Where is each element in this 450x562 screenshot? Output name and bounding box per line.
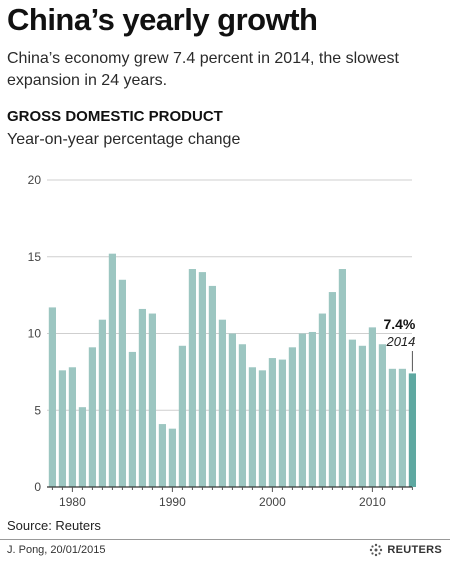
bar-1984: [108, 253, 116, 487]
bar-1995: [218, 319, 226, 487]
bar-1986: [128, 351, 136, 487]
bar-1992: [188, 269, 196, 487]
y-tick-label-0: 0: [34, 480, 41, 494]
reuters-logo-icon: [370, 543, 383, 557]
bar-2001: [278, 359, 286, 487]
bar-2006: [328, 292, 336, 487]
bar-2009: [358, 345, 366, 487]
bar-2010: [368, 327, 376, 487]
x-axis: 1980 1990 2000 2010: [47, 486, 413, 509]
bar-1994: [208, 285, 216, 487]
annotation-value: 7.4%: [383, 316, 415, 332]
bar-1999: [258, 370, 266, 487]
bar-1988: [148, 313, 156, 487]
bar-2002: [288, 347, 296, 487]
x-tick-label-2000: 2000: [259, 495, 286, 509]
y-axis-tick-labels: 0 5 10 15 20: [28, 173, 42, 494]
footer-divider: [0, 539, 450, 540]
bar-1983: [98, 319, 106, 487]
bar-2011: [378, 344, 386, 487]
bar-2005: [318, 313, 326, 487]
y-tick-label-15: 15: [28, 250, 42, 264]
bar-1993: [198, 272, 206, 487]
chart-section-subtitle: Year-on-year percentage change: [7, 131, 241, 148]
x-tick-label-2010: 2010: [359, 495, 386, 509]
bar-1982: [88, 347, 96, 487]
bar-1979: [58, 370, 66, 487]
bar-1978: [48, 307, 56, 487]
page-title: China’s yearly growth: [7, 2, 318, 37]
reuters-logo-text: REUTERS: [387, 544, 442, 556]
y-tick-label-20: 20: [28, 173, 42, 187]
bar-1996: [228, 333, 236, 487]
bar-2007: [338, 269, 346, 487]
annotation-year: 2014: [385, 334, 415, 349]
bar-1989: [158, 424, 166, 487]
bar-2014: [408, 373, 416, 487]
bar-1980: [68, 367, 76, 487]
source-note: Source: Reuters: [7, 518, 101, 533]
y-tick-label-5: 5: [34, 403, 41, 417]
bar-1987: [138, 308, 146, 487]
bar-2000: [268, 358, 276, 487]
bars: [48, 253, 416, 487]
page-subtitle: China’s economy grew 7.4 percent in 2014…: [7, 50, 399, 89]
bar-2013: [398, 368, 406, 487]
bar-1997: [238, 344, 246, 487]
y-tick-label-10: 10: [28, 327, 42, 341]
bar-1981: [78, 407, 86, 487]
gdp-bar-chart: 0 5 10 15 20 1980 1990 2000 2010 7.4% 2014: [28, 173, 416, 509]
author-credit: J. Pong, 20/01/2015: [7, 544, 106, 556]
chart-section-title: GROSS DOMESTIC PRODUCT: [7, 108, 223, 125]
annotation: 7.4% 2014: [383, 316, 416, 372]
bar-2008: [348, 339, 356, 487]
x-tick-label-1990: 1990: [159, 495, 186, 509]
reuters-logo: REUTERS: [369, 543, 442, 557]
bar-2004: [308, 331, 316, 487]
bar-1990: [168, 428, 176, 487]
bar-1991: [178, 345, 186, 487]
bar-2012: [388, 368, 396, 487]
bar-1985: [118, 279, 126, 487]
bar-2003: [298, 333, 306, 487]
bar-1998: [248, 367, 256, 487]
x-tick-label-1980: 1980: [59, 495, 86, 509]
